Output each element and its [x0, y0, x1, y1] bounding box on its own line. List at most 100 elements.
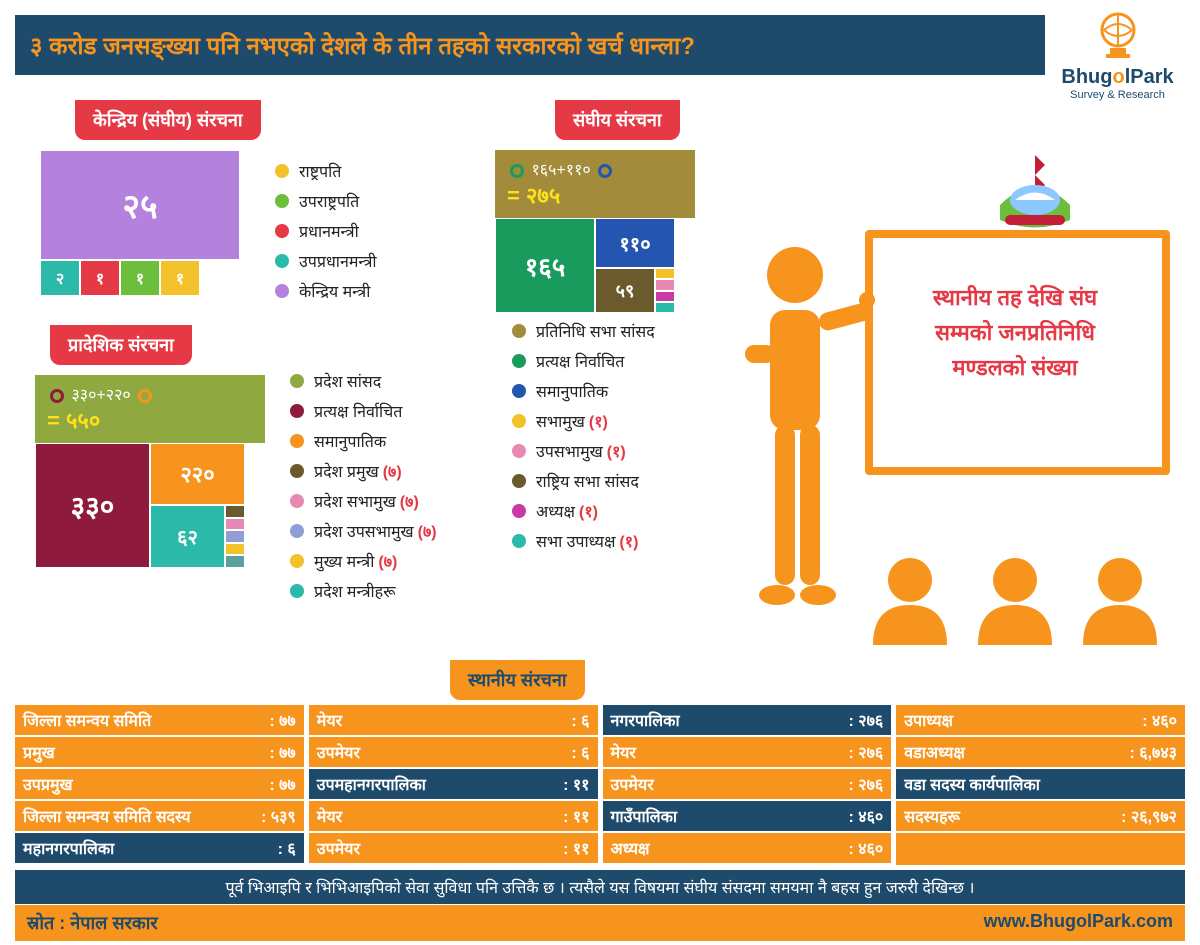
legend-item: प्रदेश सांसद	[290, 370, 437, 392]
audience-icon	[865, 555, 955, 645]
legend-item: अध्यक्ष(१)	[512, 500, 655, 522]
footer-note: पूर्व भिआइपि र भिभिआइपिको सेवा सुविधा पन…	[15, 870, 1185, 904]
legend-count: (१)	[589, 410, 608, 432]
central-small-box: १	[120, 260, 160, 296]
local-key: अध्यक्ष	[611, 837, 650, 859]
local-value: ५३९	[261, 805, 296, 827]
legend-label: केन्द्रिय मन्त्री	[299, 280, 370, 302]
logo: BhugolPark Survey & Research	[1050, 10, 1185, 101]
local-key: मेयर	[317, 709, 342, 731]
central-small-box: २	[40, 260, 80, 296]
central-big-box: २५	[40, 150, 240, 260]
legend-count: (१)	[619, 530, 638, 552]
local-key: उपमेयर	[611, 773, 654, 795]
legend-label: प्रधानमन्त्री	[299, 220, 359, 242]
local-key: उपमेयर	[317, 837, 360, 859]
local-value: ११	[563, 837, 589, 859]
logo-tagline: Survey & Research	[1050, 89, 1185, 101]
local-row: वडा सदस्य कार्यपालिका	[896, 769, 1185, 801]
fed-59: ५९	[595, 268, 655, 313]
local-row: मेयर २७६	[603, 737, 892, 769]
local-column: नगरपालिका२७६मेयर२७६उपमेयर२७६गाउँपालिका४६…	[603, 705, 892, 865]
treemap-small-cell	[225, 505, 245, 518]
treemap-small-cell	[225, 543, 245, 556]
central-treemap: २५ २१११	[40, 150, 240, 296]
legend-label: प्रत्यक्ष निर्वाचित	[314, 400, 402, 422]
legend-dot-icon	[275, 194, 289, 208]
local-key: जिल्ला समन्वय समिति	[23, 709, 151, 731]
legend-label: प्रतिनिधि सभा सांसद	[536, 320, 655, 342]
legend-item: राष्ट्रिय सभा सांसद	[512, 470, 655, 492]
local-row: महानगरपालिका६	[15, 833, 304, 865]
local-row: जिल्ला समन्वय समिति सदस्य५३९	[15, 801, 304, 833]
legend-item: केन्द्रिय मन्त्री	[275, 280, 377, 302]
local-key: गाउँपालिका	[611, 805, 678, 827]
local-value: ४६०	[849, 805, 884, 827]
legend-item: उपसभामुख(१)	[512, 440, 655, 462]
local-heading: स्थानीय संरचना	[450, 660, 585, 700]
local-key: मेयर	[611, 741, 636, 763]
legend-dot-icon	[290, 434, 304, 448]
local-value: ४६०	[1142, 709, 1177, 731]
legend-label: प्रत्यक्ष निर्वाचित	[536, 350, 624, 372]
legend-dot-icon	[290, 404, 304, 418]
federal-treemap: १६५+११० = २७५ १६५ ११० ५९	[495, 150, 695, 313]
treemap-small-cell	[225, 518, 245, 531]
treemap-small-cell	[225, 530, 245, 543]
local-key: नगरपालिका	[611, 709, 680, 731]
legend-item: प्रदेश मन्त्रीहरू	[290, 580, 437, 602]
local-value: २७६	[849, 773, 884, 795]
local-value: ६,७४३	[1129, 741, 1177, 763]
legend-label: उपराष्ट्रपति	[299, 190, 359, 212]
legend-dot-icon	[512, 474, 526, 488]
legend-item: मुख्य मन्त्री(७)	[290, 550, 437, 572]
central-small-box: १	[160, 260, 200, 296]
audience-icon	[970, 555, 1060, 645]
legend-label: प्रदेश सभामुख	[314, 490, 396, 512]
local-value: ७७	[269, 709, 295, 731]
legend-item: उपराष्ट्रपति	[275, 190, 377, 212]
legend-dot-icon	[512, 354, 526, 368]
legend-item: प्रतिनिधि सभा सांसद	[512, 320, 655, 342]
legend-label: प्रदेश सांसद	[314, 370, 381, 392]
local-row: उपाध्यक्ष४६०	[896, 705, 1185, 737]
legend-dot-icon	[290, 464, 304, 478]
bhugolpark-logo-icon	[1092, 10, 1144, 62]
legend-label: उपप्रधानमन्त्री	[299, 250, 377, 272]
local-value: ७७	[269, 773, 295, 795]
legend-item: समानुपातिक	[512, 380, 655, 402]
local-row: मेयर६	[309, 705, 598, 737]
provincial-sum: ३३०+२२० = ५५०	[35, 375, 265, 443]
treemap-small-cell	[655, 279, 675, 290]
legend-dot-icon	[512, 534, 526, 548]
legend-label: सभामुख	[536, 410, 585, 432]
federal-legend: प्रतिनिधि सभा सांसद प्रत्यक्ष निर्वाचित सम…	[512, 320, 655, 560]
local-row: उपमेयर६	[309, 737, 598, 769]
local-table: जिल्ला समन्वय समिति७७प्रमुख७७उपप्रमुख७७ज…	[15, 705, 1185, 865]
local-row: अध्यक्ष४६०	[603, 833, 892, 865]
local-value: ६	[278, 837, 296, 859]
local-key: सदस्यहरू	[904, 805, 960, 827]
board-text: स्थानीय तह देखि संघ सम्मको जनप्रतिनिधि म…	[875, 280, 1155, 386]
legend-item: उपप्रधानमन्त्री	[275, 250, 377, 272]
legend-count: (१)	[579, 500, 598, 522]
legend-item: प्रधानमन्त्री	[275, 220, 377, 242]
local-row: वडाअध्यक्ष ६,७४३	[896, 737, 1185, 769]
legend-item: सभा उपाध्यक्ष(१)	[512, 530, 655, 552]
treemap-small-cell	[655, 268, 675, 279]
local-value: २७६	[849, 741, 884, 763]
local-row: उपमेयर २७६	[603, 769, 892, 801]
local-column: मेयर६उपमेयर६उपमहानगरपालिका११मेयर११उपमेयर…	[309, 705, 598, 865]
local-column: जिल्ला समन्वय समिति७७प्रमुख७७उपप्रमुख७७ज…	[15, 705, 304, 865]
prov-62: ६२	[150, 505, 225, 568]
presenter-illustration: स्थानीय तह देखि संघ सम्मको जनप्रतिनिधि म…	[745, 150, 1175, 650]
legend-item: सभामुख(१)	[512, 410, 655, 432]
legend-item: प्रदेश सभामुख(७)	[290, 490, 437, 512]
legend-label: प्रदेश उपसभामुख	[314, 520, 414, 542]
presenter-icon	[745, 240, 875, 620]
local-key: वडाअध्यक्ष	[904, 741, 965, 763]
legend-count: (७)	[418, 520, 437, 542]
legend-label: राष्ट्रपति	[299, 160, 341, 182]
audience-icon	[1075, 555, 1165, 645]
legend-item: प्रत्यक्ष निर्वाचित	[290, 400, 437, 422]
